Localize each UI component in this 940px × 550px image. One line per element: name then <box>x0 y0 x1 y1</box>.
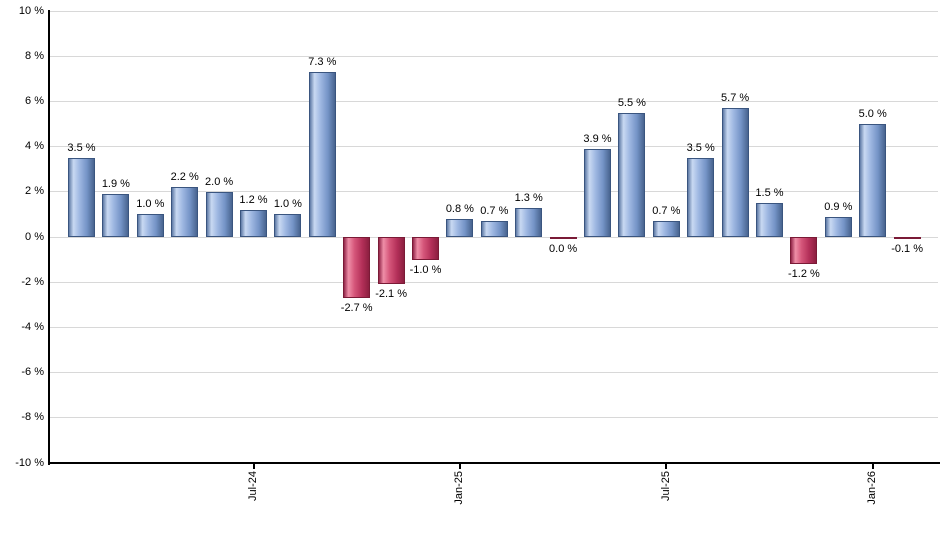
bar[interactable] <box>171 187 199 237</box>
bar[interactable] <box>618 112 646 237</box>
y-tick-label: -6 % <box>21 366 44 379</box>
bar-value-label: 2.0 % <box>205 175 234 188</box>
bar[interactable] <box>584 148 611 237</box>
bar-value-label: 0.7 % <box>652 205 681 218</box>
bar[interactable] <box>824 216 852 237</box>
bar-value-label: 0.7 % <box>480 205 509 218</box>
bar[interactable] <box>68 157 95 237</box>
bar-value-label: 2.2 % <box>170 171 199 184</box>
bar[interactable] <box>136 214 164 237</box>
x-tick-label: Jan-26 <box>866 471 879 505</box>
bar-value-label: -2.1 % <box>375 288 407 301</box>
x-tick-label: Jul-25 <box>659 471 672 501</box>
bar-value-label: 0.8 % <box>445 202 474 215</box>
bar-value-label: 1.3 % <box>514 191 543 204</box>
bar[interactable] <box>102 194 130 237</box>
bar-value-label: 1.2 % <box>239 193 268 206</box>
gridline <box>49 10 938 12</box>
y-tick-label: 8 % <box>25 49 44 62</box>
bar[interactable] <box>790 237 818 265</box>
bar-value-label: -1.0 % <box>409 263 442 276</box>
x-tick <box>458 464 461 469</box>
x-axis-line <box>48 462 940 464</box>
bar[interactable] <box>756 203 783 237</box>
y-tick-label: 10 % <box>18 4 44 17</box>
bar[interactable] <box>205 191 233 237</box>
bar-value-label: 0.9 % <box>824 200 853 213</box>
gridline <box>49 191 938 193</box>
bar-value-label: -0.1 % <box>891 243 923 256</box>
gridline <box>49 326 938 328</box>
bar[interactable] <box>721 108 749 237</box>
bar-value-label: 1.9 % <box>101 178 130 191</box>
x-tick <box>665 464 668 469</box>
y-tick-label: 6 % <box>25 94 44 107</box>
bar-value-label: 3.9 % <box>583 132 612 145</box>
bar-value-label: 1.0 % <box>136 198 165 211</box>
bar[interactable] <box>446 218 474 237</box>
gridline <box>49 100 938 102</box>
bar[interactable] <box>343 237 371 299</box>
bar-value-label: 0.0 % <box>549 243 578 255</box>
x-tick-label: Jan-25 <box>453 471 466 505</box>
bar-value-label: 5.0 % <box>858 108 887 120</box>
gridline <box>49 417 938 419</box>
x-tick <box>871 464 874 469</box>
gridline <box>49 236 938 238</box>
bar[interactable] <box>240 209 267 237</box>
gridline <box>49 281 938 283</box>
x-tick-label: Jul-24 <box>247 471 259 501</box>
x-tick <box>252 464 255 469</box>
bar[interactable] <box>480 221 508 237</box>
gridline <box>49 372 938 374</box>
bar-value-label: 1.0 % <box>273 198 302 211</box>
y-axis-line <box>48 10 50 465</box>
bar[interactable] <box>893 237 921 240</box>
bar-value-label: 3.5 % <box>686 141 715 154</box>
gridline <box>49 146 938 148</box>
y-tick-label: 0 % <box>25 230 44 243</box>
bar[interactable] <box>687 157 715 237</box>
y-tick-label: -4 % <box>21 320 44 333</box>
y-tick-label: 2 % <box>25 185 44 198</box>
bar[interactable] <box>274 214 302 237</box>
bar[interactable] <box>859 124 887 237</box>
bar-value-label: 5.5 % <box>617 96 646 109</box>
y-tick-label: -10 % <box>15 456 44 469</box>
bar[interactable] <box>377 237 405 285</box>
bar[interactable] <box>308 72 336 237</box>
bar-value-label: 5.7 % <box>721 92 750 105</box>
bar-value-label: -1.2 % <box>787 268 820 281</box>
bar-value-label: 3.5 % <box>67 141 96 154</box>
bar[interactable] <box>515 207 543 237</box>
bar[interactable] <box>549 237 577 239</box>
bar[interactable] <box>652 221 680 237</box>
y-tick-label: 4 % <box>25 140 44 153</box>
bar-value-label: 7.3 % <box>308 56 337 69</box>
y-tick-label: -2 % <box>21 275 44 288</box>
bar-value-label: 1.5 % <box>755 187 784 200</box>
bar[interactable] <box>412 237 439 260</box>
y-tick-label: -8 % <box>21 411 44 424</box>
gridline <box>49 55 938 57</box>
bar-value-label: -2.7 % <box>340 302 373 315</box>
